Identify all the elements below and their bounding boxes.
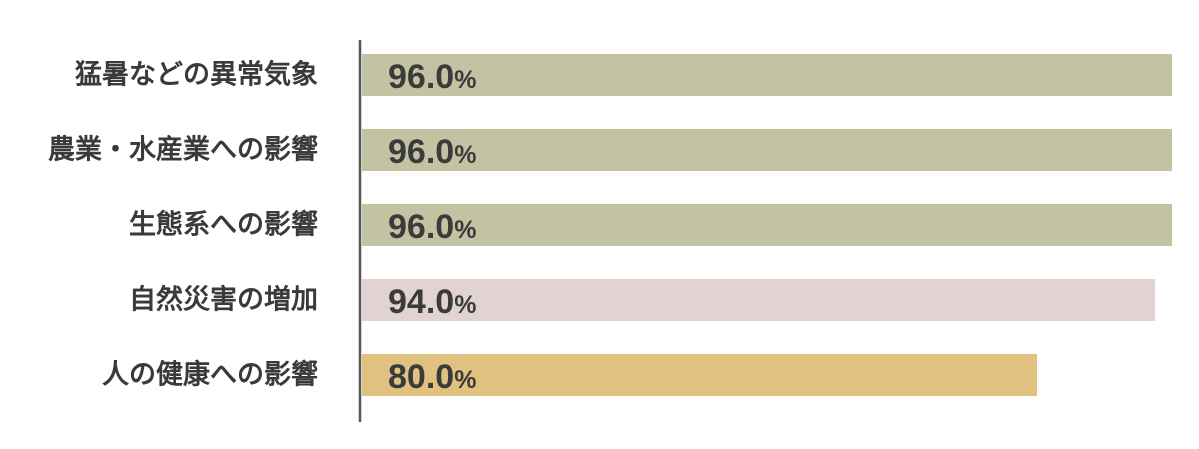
value-label: 96.0%	[388, 208, 476, 246]
value-label: 96.0%	[388, 58, 476, 96]
value-unit: %	[454, 366, 476, 394]
value-unit: %	[454, 291, 476, 319]
value-label: 80.0%	[388, 358, 476, 396]
bar	[362, 54, 1172, 96]
value-label: 96.0%	[388, 133, 476, 171]
value-number: 80.0	[388, 358, 454, 396]
bar	[362, 204, 1172, 246]
category-label: 人の健康への影響	[102, 359, 318, 391]
bar	[362, 279, 1156, 321]
category-labels: 猛暑などの異常気象農業・水産業への影響生態系への影響自然災害の増加人の健康への影…	[48, 59, 318, 391]
value-labels: 96.0%96.0%96.0%94.0%80.0%	[388, 58, 476, 396]
bar	[362, 129, 1172, 171]
bar	[362, 354, 1037, 396]
value-number: 96.0	[388, 133, 454, 171]
value-label: 94.0%	[388, 283, 476, 321]
category-label: 生態系への影響	[129, 209, 318, 241]
bars	[362, 54, 1172, 396]
value-number: 94.0	[388, 283, 454, 321]
value-number: 96.0	[388, 208, 454, 246]
category-label: 自然災害の増加	[129, 284, 318, 316]
category-label: 農業・水産業への影響	[48, 134, 318, 166]
value-number: 96.0	[388, 58, 454, 96]
category-label: 猛暑などの異常気象	[75, 59, 318, 91]
value-unit: %	[454, 216, 476, 244]
value-unit: %	[454, 66, 476, 94]
value-unit: %	[454, 141, 476, 169]
